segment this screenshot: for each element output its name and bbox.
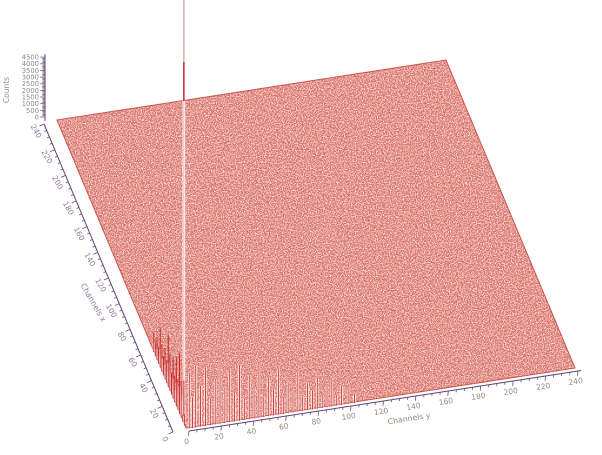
channels-y-axis-title: Channels y: [387, 411, 431, 427]
tick-label: 180: [471, 391, 487, 402]
tick-label: 2500: [22, 80, 39, 88]
tick-label: 40: [246, 426, 257, 436]
tick-label: 200: [503, 386, 519, 397]
tick-label: 80: [311, 416, 322, 426]
tick-label: 240: [568, 376, 584, 387]
tick-label: 3500: [22, 67, 39, 75]
tick-label: 4000: [22, 60, 39, 68]
tick-label: 20: [148, 407, 161, 420]
tick-label: 80: [116, 330, 129, 343]
tick-label: 20: [214, 431, 225, 441]
tick-label: 120: [373, 406, 389, 417]
tick-label: 60: [278, 421, 289, 431]
tick-label: 500: [26, 107, 39, 115]
tick-label: 40: [137, 381, 150, 394]
channels-y-axis: 0 20 40 60 80 100 120 140 160 180 200 220 240 Channel…: [184, 370, 584, 447]
tick-label: 0: [160, 435, 170, 444]
tick-label: 140: [406, 401, 422, 412]
counts-axis-title: Counts: [2, 77, 11, 103]
tick-label: 1000: [22, 100, 39, 108]
tick-label: 160: [438, 396, 454, 407]
tick-label: 2000: [22, 87, 39, 95]
tick-label: 0: [35, 113, 39, 121]
surface-outline: [56, 59, 576, 429]
tick-label: 4500: [22, 54, 39, 62]
tick-label: 60: [127, 356, 140, 369]
tick-label: 1500: [22, 93, 39, 101]
noise-spikes: [152, 328, 356, 429]
tick-label: 100: [341, 411, 357, 422]
tick-label: 3000: [22, 74, 39, 82]
surface-plateau: [57, 60, 575, 428]
tick-label: 0: [184, 437, 190, 447]
tick-label: 220: [535, 381, 551, 392]
